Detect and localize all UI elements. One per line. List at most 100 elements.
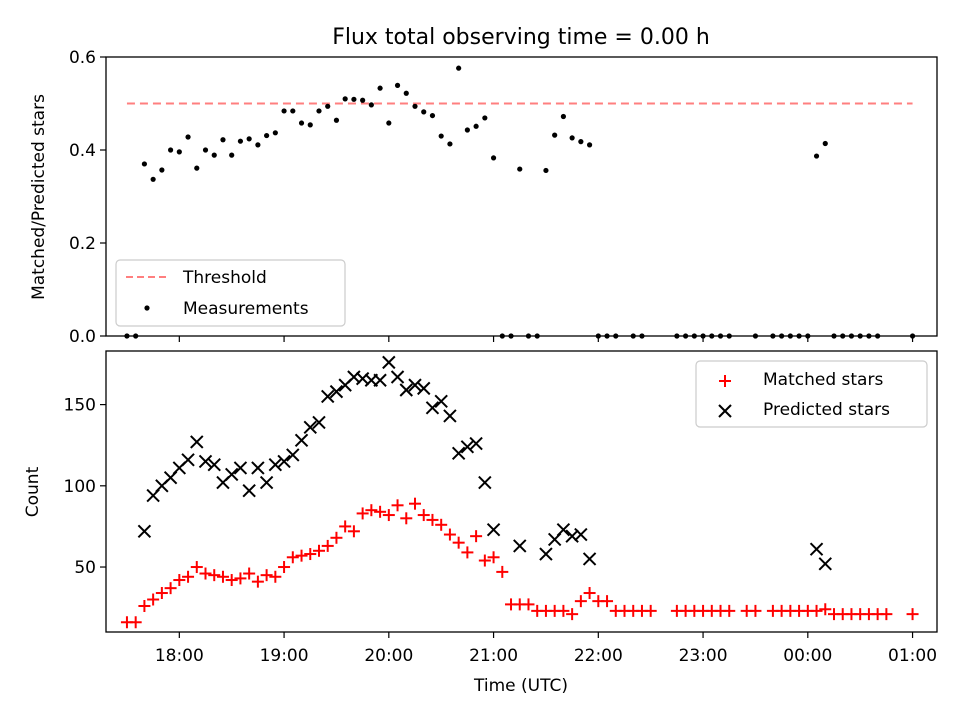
- matched-stars-point: [304, 548, 317, 561]
- matched-stars-point: [522, 598, 535, 611]
- matched-stars-point: [225, 574, 238, 587]
- matched-stars-point: [478, 554, 491, 567]
- x-tick-label: 00:00: [783, 646, 832, 666]
- matched-stars-point: [461, 546, 474, 559]
- matched-stars-point: [330, 531, 343, 544]
- bottom-panel: Count Time (UTC) 50 100 150 18:00 19:00 20:00…: [23, 350, 938, 696]
- matched-stars-point: [251, 575, 264, 588]
- predicted-stars-point: [277, 454, 291, 469]
- matched-stars-point: [286, 551, 299, 564]
- measurements-legend-marker: [144, 305, 150, 311]
- matched-legend-marker: [719, 375, 731, 387]
- matched-stars-point: [321, 539, 334, 552]
- predicted-stars-point: [181, 453, 195, 467]
- measurement-point: [159, 167, 165, 173]
- x-tick-label: 01:00: [888, 646, 937, 666]
- measurement-point: [351, 96, 357, 102]
- matched-stars-point: [190, 561, 203, 574]
- matched-stars-point: [452, 536, 465, 549]
- x-tick-label: 22:00: [574, 646, 623, 666]
- predicted-stars-point: [582, 552, 597, 566]
- matched-stars-point: [208, 569, 221, 582]
- measurement-point: [141, 161, 148, 167]
- matched-stars-point: [496, 565, 509, 578]
- top-y-axis-label: Matched/Predicted stars: [29, 94, 49, 300]
- measurement-point: [377, 85, 383, 91]
- predicted-stars-point: [303, 420, 317, 435]
- measurement-point: [185, 134, 191, 140]
- predicted-stars-point: [408, 378, 422, 392]
- predicted-stars-point: [434, 394, 448, 409]
- top-legend-box: [115, 259, 346, 327]
- measurement-point: [586, 142, 593, 148]
- threshold-legend-label: Threshold: [182, 268, 267, 288]
- matched-stars-point: [173, 574, 186, 587]
- measurement-point: [333, 117, 340, 123]
- measurement-point: [176, 149, 182, 155]
- bottom-plot-frame: [105, 350, 938, 633]
- predicted-stars-point: [251, 461, 265, 475]
- measurement-point: [229, 152, 235, 158]
- matched-stars-point: [417, 509, 430, 522]
- y-tick-label: 0.0: [69, 327, 96, 347]
- measurement-point: [202, 147, 209, 153]
- matched-stars-point: [295, 549, 308, 562]
- measurement-point: [167, 147, 174, 153]
- matched-stars-point: [487, 551, 500, 564]
- measurement-point: [412, 103, 418, 109]
- matched-stars-point: [155, 587, 168, 600]
- measurement-point: [281, 108, 287, 114]
- predicted-stars-point: [460, 440, 475, 454]
- predicted-stars-point: [259, 475, 274, 490]
- measurement-point: [447, 141, 453, 147]
- matched-stars-point: [443, 528, 456, 541]
- matched-stars-point: [339, 520, 352, 533]
- predicted-stars-point: [469, 436, 483, 451]
- y-tick-label: 150: [64, 396, 96, 416]
- predicted-stars-point: [242, 483, 256, 498]
- measurement-point: [272, 130, 278, 136]
- predicted-stars-point: [329, 384, 344, 399]
- matched-stars-point: [819, 603, 832, 616]
- measurements-legend-label: Measurements: [183, 299, 309, 319]
- measurement-point: [429, 112, 436, 119]
- measurement-point: [237, 138, 244, 144]
- matched-stars-point: [400, 512, 413, 525]
- bottom-marks-layer: [120, 355, 919, 629]
- predicted-stars-point: [312, 415, 326, 430]
- measurement-point: [482, 115, 488, 121]
- matched-stars-point: [470, 530, 483, 543]
- matched-stars-point: [435, 518, 448, 531]
- bottom-legend: Matched stars Predicted stars: [695, 360, 928, 428]
- matched-stars-point: [269, 570, 282, 583]
- measurement-point: [194, 165, 200, 171]
- x-tick-label: 21:00: [469, 646, 518, 666]
- predicted-stars-point: [556, 522, 571, 537]
- x-tick-label: 23:00: [679, 646, 728, 666]
- matched-stars-point: [557, 604, 570, 617]
- y-tick-label: 0.4: [69, 141, 96, 161]
- matched-stars-point: [182, 570, 195, 583]
- measurement-point: [386, 120, 392, 126]
- matched-stars-point: [409, 497, 422, 510]
- predicted-stars-point: [373, 373, 387, 387]
- matched-stars-point: [749, 604, 762, 617]
- matched-stars-point: [164, 582, 177, 595]
- y-tick-label: 100: [64, 477, 96, 497]
- measurement-point: [822, 140, 828, 147]
- matched-stars-point: [347, 525, 360, 538]
- measurement-point: [316, 108, 322, 114]
- bottom-legend-box: [695, 360, 928, 428]
- matched-stars-point: [234, 572, 247, 585]
- predicted-stars-point: [818, 557, 832, 571]
- matched-stars-point: [260, 569, 273, 582]
- matched-stars-point: [391, 499, 404, 512]
- top-panel: Flux total observing time = 0.00 h Match…: [29, 25, 938, 347]
- predicted-legend-label: Predicted stars: [763, 400, 890, 420]
- matched-stars-point: [810, 604, 823, 617]
- matched-stars-point: [382, 509, 395, 522]
- predicted-stars-point: [574, 527, 588, 542]
- matched-stars-point: [216, 570, 229, 583]
- measurement-point: [813, 153, 820, 159]
